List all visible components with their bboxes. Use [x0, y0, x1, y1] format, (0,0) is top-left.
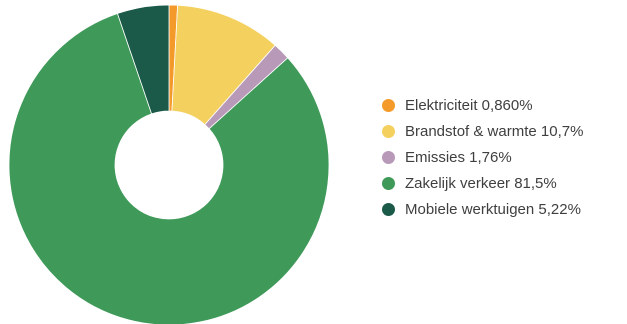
legend-swatch	[382, 202, 395, 216]
donut-svg	[8, 4, 330, 324]
legend-label: Emissies 1,76%	[405, 148, 512, 166]
donut-chart	[8, 4, 330, 324]
legend-item: Mobiele werktuigen 5,22%	[382, 196, 583, 222]
legend-item: Emissies 1,76%	[382, 144, 583, 170]
legend-label: Mobiele werktuigen 5,22%	[405, 200, 581, 218]
donut-slice-zakelijk-verkeer	[8, 13, 330, 324]
chart-legend: Elektriciteit 0,860% Brandstof & warmte 1…	[382, 92, 583, 222]
legend-swatch	[382, 150, 395, 164]
legend-item: Elektriciteit 0,860%	[382, 92, 583, 118]
donut-slice-brandstof-warmte	[171, 4, 276, 126]
legend-label: Brandstof & warmte 10,7%	[405, 122, 584, 140]
legend-item: Zakelijk verkeer 81,5%	[382, 170, 583, 196]
donut-slice-mobiele-werktuigen	[116, 4, 170, 115]
legend-swatch	[382, 98, 395, 112]
legend-label: Elektriciteit 0,860%	[405, 96, 533, 114]
legend-label: Zakelijk verkeer 81,5%	[405, 174, 557, 192]
legend-swatch	[382, 124, 395, 138]
legend-swatch	[382, 176, 395, 190]
legend-item: Brandstof & warmte 10,7%	[382, 118, 583, 144]
